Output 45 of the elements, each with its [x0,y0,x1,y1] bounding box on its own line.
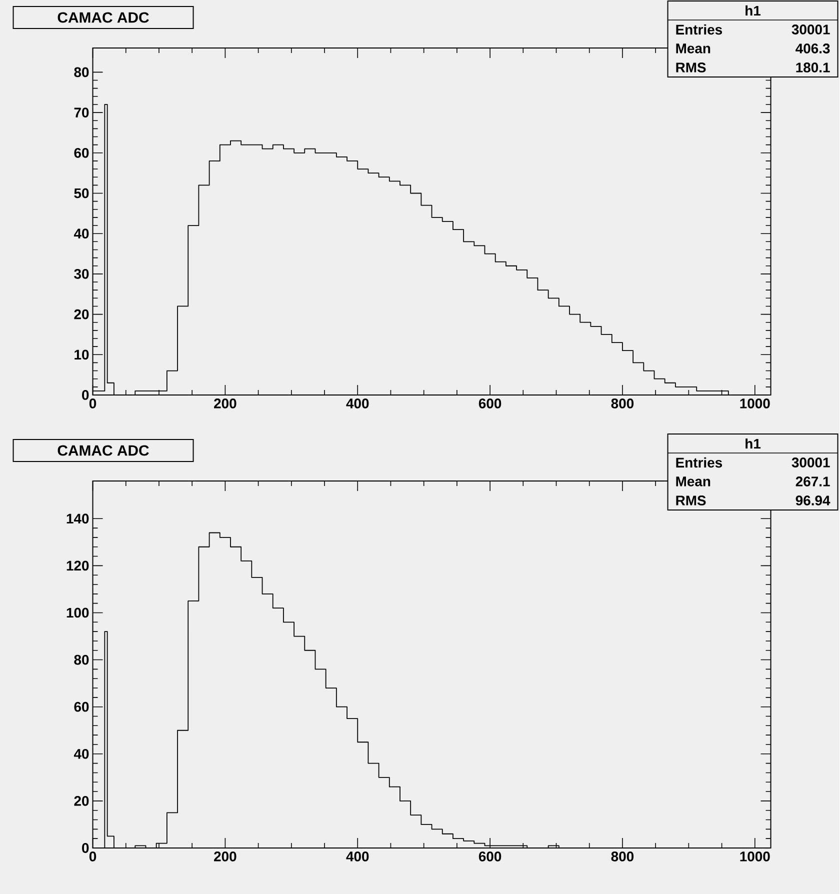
text: 267.1 [796,476,830,486]
x-tick-label: 1000 [740,398,770,408]
text: Entries [676,24,722,35]
y-tick-label: 60 [74,702,89,712]
annotation: Mean [676,44,710,54]
x-tick-label: 600 [479,398,502,408]
chart-title: CAMAC ADC [58,12,150,23]
y-tick-label: 60 [74,148,89,158]
y-tick-label: 40 [74,748,89,759]
chart-title: CAMAC ADC [58,445,150,456]
x-tick-label: 0 [90,852,96,862]
text: 30001 [792,458,830,468]
x-tick-label: 1000 [740,852,770,862]
y-tick-label: 70 [74,108,89,118]
x-tick-label: 0 [90,398,96,408]
text: 30001 [792,24,830,34]
y-tick-label: 10 [74,350,89,360]
y-tick-label: 80 [74,654,89,665]
annotation: RMS [676,496,706,506]
text: 180.1 [796,62,830,72]
y-tick-label: 0 [82,843,89,853]
x-tick-label: 800 [611,852,634,862]
y-tick-label: 20 [74,796,89,806]
text: h1 [746,438,761,449]
y-tick-label: 80 [74,67,89,78]
x-tick-label: 800 [611,398,634,408]
y-tick-label: 0 [82,390,89,400]
x-tick-label: 400 [346,852,369,862]
text: h1 [746,5,761,16]
y-tick-label: 140 [66,514,89,524]
y-tick-label: 120 [66,560,89,571]
y-tick-label: 30 [74,268,89,279]
text: Entries [676,457,722,468]
y-tick-label: 40 [74,228,89,239]
y-tick-label: 50 [74,188,89,198]
x-tick-label: 400 [346,398,369,408]
text: 96.94 [796,496,830,506]
y-tick-label: 100 [66,608,89,618]
x-tick-label: 200 [214,398,236,408]
annotation: RMS [676,62,706,72]
x-tick-label: 600 [479,852,502,862]
x-tick-label: 200 [214,852,236,862]
y-tick-label: 20 [74,309,89,320]
text: 406.3 [796,44,830,54]
annotation: Mean [676,476,710,486]
